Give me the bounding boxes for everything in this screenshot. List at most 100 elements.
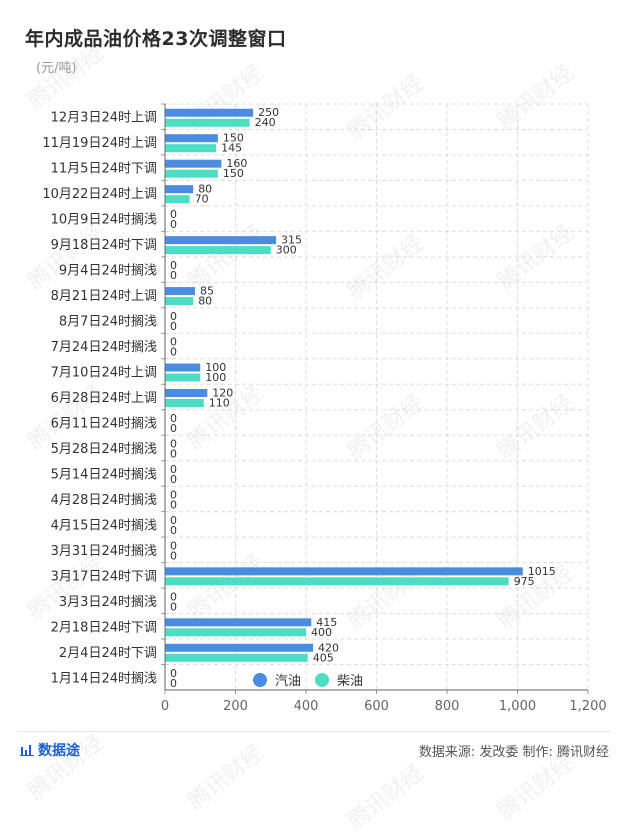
data-label-diesel: 0 bbox=[170, 422, 177, 435]
bar-diesel[interactable] bbox=[165, 628, 306, 637]
data-label-diesel: 0 bbox=[170, 218, 177, 231]
data-label-gasoline: 415 bbox=[316, 616, 337, 629]
data-label-gasoline: 0 bbox=[170, 437, 177, 450]
data-label-gasoline: 0 bbox=[170, 259, 177, 272]
x-tick-label: 600 bbox=[364, 699, 389, 714]
x-tick-label: 800 bbox=[435, 699, 460, 714]
data-label-diesel: 240 bbox=[255, 116, 276, 129]
bar-diesel[interactable] bbox=[165, 246, 271, 255]
y-category-label: 11月5日24时下调 bbox=[51, 162, 157, 177]
data-label-gasoline: 0 bbox=[170, 310, 177, 323]
x-tick-label: 400 bbox=[294, 699, 319, 714]
legend-label-gasoline: 汽油 bbox=[275, 674, 302, 689]
data-label-gasoline: 315 bbox=[281, 234, 302, 247]
chart-title: 年内成品油价格23次调整窗口 bbox=[25, 28, 287, 50]
bar-diesel[interactable] bbox=[165, 399, 204, 407]
data-label-gasoline: 0 bbox=[170, 514, 177, 527]
bar-gasoline[interactable] bbox=[165, 159, 222, 168]
watermark-text: 腾讯财经 bbox=[343, 760, 429, 835]
data-label-gasoline: 0 bbox=[170, 667, 177, 680]
grid-layer bbox=[165, 103, 589, 690]
footer-divider bbox=[18, 731, 610, 732]
bar-gasoline[interactable] bbox=[165, 567, 523, 576]
y-category-label: 6月11日24时搁浅 bbox=[51, 416, 157, 431]
bar-diesel[interactable] bbox=[165, 577, 509, 586]
x-tick-label: 200 bbox=[223, 699, 248, 714]
y-category-label: 2月18日24时下调 bbox=[51, 620, 157, 635]
data-label-diesel: 80 bbox=[198, 295, 212, 308]
data-label-gasoline: 85 bbox=[200, 285, 214, 298]
y-category-label: 6月28日24时上调 bbox=[51, 391, 157, 406]
data-label-gasoline: 0 bbox=[170, 539, 177, 552]
data-source: 数据来源: 发改委 制作: 腾讯财经 bbox=[418, 745, 609, 760]
data-label-diesel: 400 bbox=[311, 626, 332, 639]
bar-gasoline[interactable] bbox=[165, 618, 312, 627]
bar-gasoline[interactable] bbox=[165, 363, 201, 372]
bar-gasoline[interactable] bbox=[165, 643, 314, 652]
data-label-gasoline: 0 bbox=[170, 463, 177, 476]
data-label-diesel: 0 bbox=[170, 346, 177, 359]
x-tick-label: 1,200 bbox=[569, 699, 606, 714]
y-category-label: 8月21日24时上调 bbox=[51, 289, 157, 304]
bar-chart: 2502401501451601508070003153000085800000… bbox=[42, 103, 607, 714]
legend-item-gasoline[interactable]: 汽油 bbox=[253, 670, 301, 689]
bar-diesel[interactable] bbox=[165, 373, 201, 382]
chart-unit: (元/吨) bbox=[36, 61, 77, 76]
chart-legend: 汽油 柴油 bbox=[253, 670, 377, 689]
bar-gasoline[interactable] bbox=[165, 134, 218, 143]
data-label-diesel: 110 bbox=[209, 397, 230, 410]
data-label-diesel: 70 bbox=[195, 193, 209, 206]
data-label-gasoline: 250 bbox=[258, 106, 279, 119]
watermark-text: 腾讯财经 bbox=[183, 740, 269, 815]
y-category-label: 9月18日24时下调 bbox=[51, 238, 157, 253]
data-label-gasoline: 100 bbox=[205, 361, 226, 374]
data-label-diesel: 0 bbox=[170, 498, 177, 511]
y-category-label: 3月3日24时搁浅 bbox=[59, 595, 157, 610]
bar-gasoline[interactable] bbox=[165, 389, 208, 397]
bar-diesel[interactable] bbox=[165, 653, 308, 662]
y-category-label: 1月14日24时搁浅 bbox=[51, 671, 157, 686]
bar-diesel[interactable] bbox=[165, 118, 250, 127]
y-category-label: 10月9日24时搁浅 bbox=[51, 213, 157, 228]
data-label-diesel: 0 bbox=[170, 269, 177, 282]
axis-layer: 0 200 400 600 800 1,000 1,20012月3日24时上调11月19日2… bbox=[42, 103, 607, 714]
legend-item-diesel[interactable]: 柴油 bbox=[315, 670, 363, 689]
y-category-label: 7月24日24时搁浅 bbox=[51, 340, 157, 355]
bar-diesel[interactable] bbox=[165, 144, 217, 153]
bar-gasoline[interactable] bbox=[165, 185, 194, 194]
bar-diesel[interactable] bbox=[165, 169, 218, 178]
bar-chart-icon bbox=[20, 745, 34, 756]
data-label-diesel: 150 bbox=[223, 167, 244, 180]
legend-dot-gasoline bbox=[253, 672, 267, 687]
legend-label-diesel: 柴油 bbox=[337, 674, 364, 689]
y-category-label: 9月4日24时搁浅 bbox=[59, 264, 157, 279]
bar-gasoline[interactable] bbox=[165, 108, 254, 117]
data-label-diesel: 0 bbox=[170, 524, 177, 537]
data-label-diesel: 0 bbox=[170, 549, 177, 562]
data-label-gasoline: 160 bbox=[226, 157, 247, 170]
bar-gasoline[interactable] bbox=[165, 287, 195, 296]
bar-gasoline[interactable] bbox=[165, 236, 277, 245]
x-tick-label: 1,000 bbox=[499, 699, 536, 714]
data-label-diesel: 0 bbox=[170, 320, 177, 333]
bar-diesel[interactable] bbox=[165, 297, 194, 306]
legend-dot-diesel bbox=[315, 672, 330, 687]
y-category-label: 12月3日24时上调 bbox=[51, 111, 157, 126]
data-label-diesel: 300 bbox=[276, 244, 297, 257]
data-label-diesel: 0 bbox=[170, 677, 177, 690]
data-label-gasoline: 0 bbox=[170, 208, 177, 221]
data-label-diesel: 0 bbox=[170, 600, 177, 613]
labels-layer: 2502401501451601508070003153000085800000… bbox=[170, 106, 556, 690]
data-label-gasoline: 1015 bbox=[528, 565, 556, 578]
data-label-gasoline: 80 bbox=[198, 183, 212, 196]
y-category-label: 2月4日24时下调 bbox=[59, 646, 157, 661]
y-category-label: 11月19日24时上调 bbox=[42, 136, 157, 151]
y-category-label: 5月28日24时搁浅 bbox=[51, 442, 157, 457]
data-label-diesel: 145 bbox=[221, 142, 242, 155]
data-label-gasoline: 0 bbox=[170, 488, 177, 501]
bar-diesel[interactable] bbox=[165, 195, 190, 204]
bars-layer bbox=[165, 108, 523, 662]
data-label-gasoline: 120 bbox=[212, 387, 233, 400]
data-label-diesel: 0 bbox=[170, 447, 177, 460]
y-category-label: 10月22日24时上调 bbox=[42, 187, 157, 202]
